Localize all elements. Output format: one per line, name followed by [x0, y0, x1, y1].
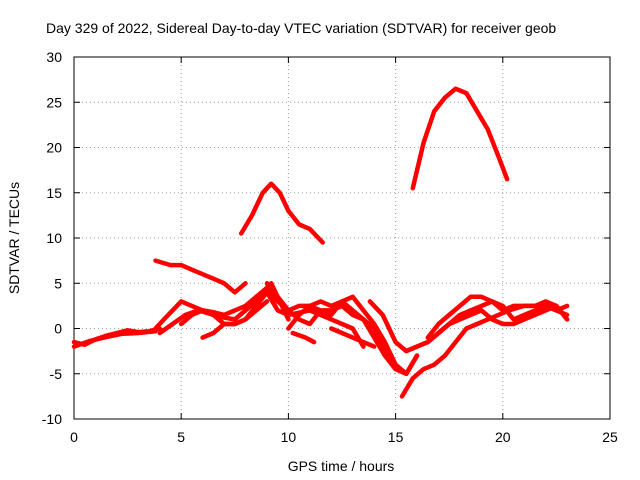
series-line-track-l — [290, 330, 317, 345]
y-tick-label: 0 — [54, 321, 62, 337]
x-tick-labels: 0 5 10 15 20 25 — [70, 429, 618, 445]
x-tick-label: 20 — [495, 429, 511, 445]
series-line-track-j — [275, 294, 409, 377]
y-axis-label: SDTVAR / TECUs — [6, 182, 22, 294]
y-tick-label: 15 — [46, 185, 62, 201]
y-tick-label: 5 — [54, 275, 62, 291]
x-tick-label: 25 — [602, 429, 618, 445]
series-layer — [71, 86, 570, 399]
series-line-track-r — [436, 303, 570, 336]
series-line-track-d — [157, 290, 366, 349]
series-line-track-f — [178, 285, 280, 327]
series-line-track-q — [425, 294, 570, 340]
series-line-track-k — [286, 294, 420, 377]
y-tick-label: 10 — [46, 230, 62, 246]
series-line-track-b — [71, 328, 158, 349]
y-tick-label: 30 — [46, 49, 62, 65]
series-line-track-h — [238, 181, 325, 245]
series-line-track-e — [153, 258, 248, 295]
tick-marks — [73, 56, 611, 420]
series-line-track-g — [200, 299, 270, 340]
grid — [74, 57, 610, 419]
y-tick-label: -10 — [42, 411, 62, 427]
x-tick-label: 15 — [388, 429, 404, 445]
series-line-track-p — [404, 299, 570, 354]
x-tick-label: 10 — [281, 429, 297, 445]
y-tick-label: 20 — [46, 140, 62, 156]
x-tick-label: 5 — [177, 429, 185, 445]
y-tick-label: -5 — [50, 366, 63, 382]
x-axis-label: GPS time / hours — [288, 458, 395, 474]
y-tick-label: 25 — [46, 94, 62, 110]
chart-title: Day 329 of 2022, Sidereal Day-to-day VTE… — [46, 20, 556, 36]
x-tick-label: 0 — [70, 429, 78, 445]
series-line-track-m — [329, 326, 377, 349]
y-tick-labels: -10 -5 0 5 10 15 20 25 30 — [42, 49, 62, 427]
series-line-track-s — [410, 86, 510, 191]
